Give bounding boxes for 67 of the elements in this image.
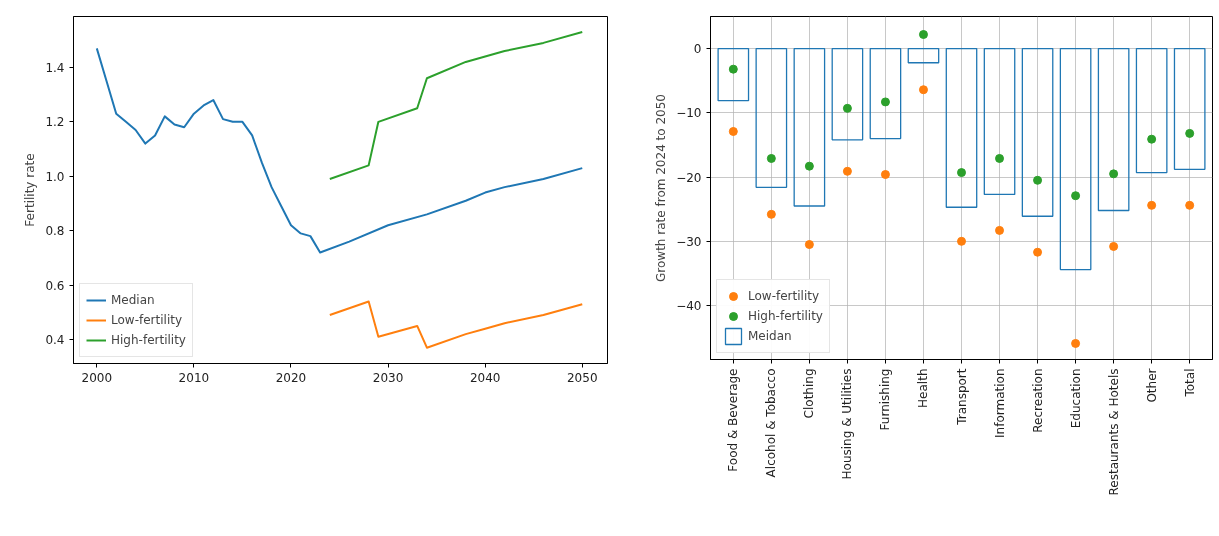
point xyxy=(1109,169,1119,179)
point xyxy=(880,97,890,107)
x-tick-label: Information xyxy=(992,368,1007,438)
x-tick-label: Clothing xyxy=(802,368,817,419)
point xyxy=(842,166,852,176)
y-tick-label: −10 xyxy=(676,106,702,121)
line-series xyxy=(328,300,584,349)
x-tick-label: 2040 xyxy=(469,370,501,385)
point xyxy=(1185,200,1195,210)
point xyxy=(1071,338,1081,348)
point xyxy=(995,225,1005,235)
x-tick-label: Education xyxy=(1068,368,1083,429)
point xyxy=(1147,200,1157,210)
x-tick-label: Housing & Utilities xyxy=(840,368,855,480)
legend-label: Meidan xyxy=(748,329,792,343)
y-tick-label: −40 xyxy=(676,299,702,314)
y-tick-label: 0.4 xyxy=(45,333,65,348)
y-tick-label: 0.8 xyxy=(45,224,65,239)
point xyxy=(1071,191,1081,201)
x-tick-label: Other xyxy=(1144,368,1159,403)
legend-label: Low-fertility xyxy=(748,289,820,303)
x-tick-label: Alcohol & Tobacco xyxy=(764,368,779,478)
point xyxy=(804,240,814,250)
y-tick-label: 0 xyxy=(693,42,702,57)
legend-label: Median xyxy=(111,293,155,307)
x-tick-label: 2030 xyxy=(372,370,404,385)
point xyxy=(842,103,852,113)
point xyxy=(957,168,966,178)
y-tick-label: 0.6 xyxy=(45,278,65,293)
point xyxy=(1033,175,1043,185)
point xyxy=(728,126,738,136)
point xyxy=(995,153,1005,163)
point xyxy=(1109,241,1119,251)
legend-label: Low-fertility xyxy=(111,313,183,327)
legend-label: High-fertility xyxy=(111,333,186,347)
point xyxy=(918,29,928,39)
y-tick-label: −20 xyxy=(676,170,702,185)
x-tick-label: Food & Beverage xyxy=(726,368,741,472)
y-axis-title: Growth rate from 2024 to 2050 xyxy=(654,94,669,282)
x-tick-label: 2050 xyxy=(566,370,598,385)
x-tick-label: Transport xyxy=(954,368,969,426)
line-series xyxy=(328,31,584,180)
point xyxy=(766,209,776,219)
legend-label: High-fertility xyxy=(748,309,823,323)
line-series xyxy=(95,47,584,254)
point xyxy=(918,85,928,95)
x-tick-label: Restaurants & Hotels xyxy=(1106,368,1121,496)
x-tick-label: 2000 xyxy=(81,370,113,385)
point xyxy=(766,153,776,163)
x-tick-label: Total xyxy=(1182,368,1197,398)
x-tick-label: 2020 xyxy=(275,370,307,385)
point xyxy=(1147,134,1157,144)
point xyxy=(1185,128,1195,138)
y-tick-label: −30 xyxy=(676,234,702,249)
y-tick-label: 1.0 xyxy=(45,169,65,184)
point xyxy=(804,161,814,171)
point xyxy=(1033,247,1043,257)
point xyxy=(728,64,738,74)
x-tick-label: Furnishing xyxy=(878,368,893,431)
y-tick-label: 1.4 xyxy=(45,60,65,75)
point xyxy=(880,170,890,179)
x-tick-label: Recreation xyxy=(1030,368,1045,433)
x-tick-label: 2010 xyxy=(178,370,210,385)
point xyxy=(957,236,966,246)
x-tick-label: Health xyxy=(916,368,931,408)
y-tick-label: 1.2 xyxy=(45,115,65,130)
y-axis-title: Fertility rate xyxy=(23,153,38,227)
